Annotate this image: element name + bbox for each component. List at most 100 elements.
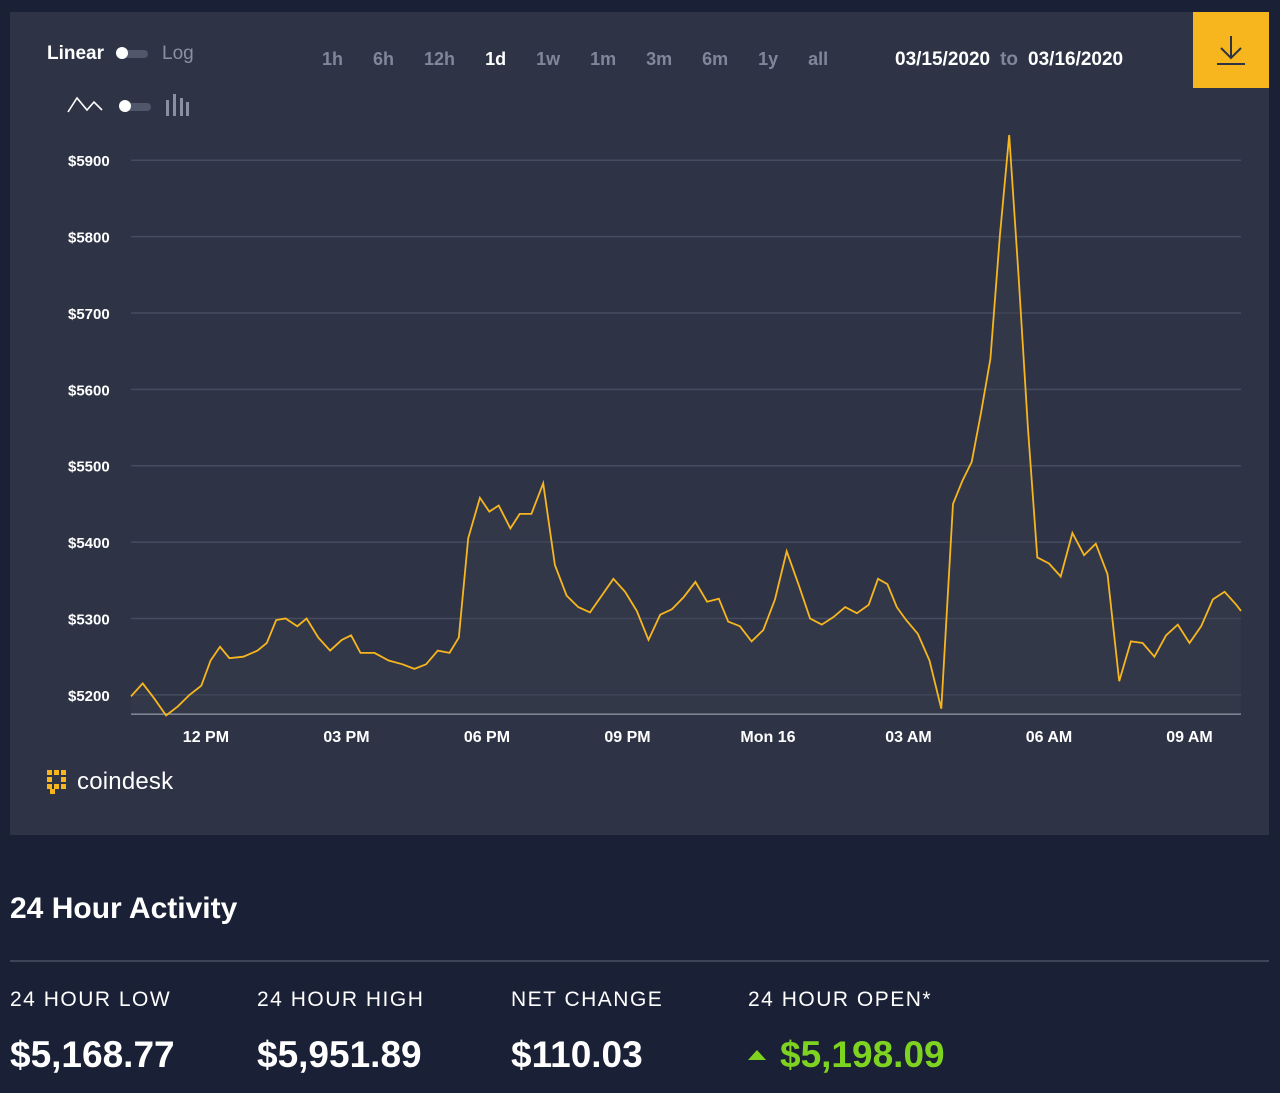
data-point xyxy=(833,616,835,618)
candlestick-icon[interactable] xyxy=(165,92,189,123)
data-point xyxy=(142,682,144,684)
data-point xyxy=(266,642,268,644)
x-tick-label: 06 AM xyxy=(1026,729,1073,746)
data-point xyxy=(425,663,427,665)
data-point xyxy=(275,619,277,621)
stat-label: 24 HOUR OPEN* xyxy=(748,988,933,1011)
data-point xyxy=(856,612,858,614)
scale-toggle[interactable] xyxy=(116,47,149,59)
range-6m[interactable]: 6m xyxy=(702,49,729,69)
download-button[interactable] xyxy=(1193,12,1269,88)
data-point xyxy=(360,652,362,654)
x-tick-label: 03 AM xyxy=(885,729,932,746)
range-all[interactable]: all xyxy=(808,49,829,69)
line-chart-icon[interactable] xyxy=(67,94,103,121)
y-tick-label: $5200 xyxy=(68,688,110,705)
data-point xyxy=(402,663,404,665)
data-point xyxy=(1027,427,1029,429)
data-point xyxy=(1189,642,1191,644)
stat-24h-low: 24 HOUR LOW $5,168.77 xyxy=(10,988,175,1076)
date-range: 03/15/2020 to 03/16/2020 xyxy=(895,49,1123,71)
data-point xyxy=(952,503,954,505)
download-icon xyxy=(1217,36,1245,65)
data-point xyxy=(153,698,155,700)
range-1d[interactable]: 1d xyxy=(485,49,507,69)
data-point xyxy=(786,550,788,552)
data-point xyxy=(1212,598,1214,600)
y-tick-label: $5900 xyxy=(68,153,110,170)
data-point xyxy=(200,685,202,687)
x-tick-label: 12 PM xyxy=(183,729,229,746)
price-chart[interactable]: $5200 $5300 $5400 $5500 $5600 $5700 $5800 $5900… xyxy=(10,12,1269,835)
data-point xyxy=(683,596,685,598)
data-point xyxy=(306,618,308,620)
y-tick-label: $5500 xyxy=(68,459,110,476)
chart-type-toggle[interactable] xyxy=(119,100,151,112)
data-point xyxy=(727,621,729,623)
data-point xyxy=(809,618,811,620)
date-from[interactable]: 03/15/2020 xyxy=(895,49,991,70)
range-3m[interactable]: 3m xyxy=(646,49,673,69)
y-tick-label: $5800 xyxy=(68,230,110,247)
stat-label: 24 HOUR LOW xyxy=(10,988,172,1011)
data-point xyxy=(659,614,661,616)
data-point xyxy=(940,708,942,710)
data-point xyxy=(498,505,500,507)
data-point xyxy=(762,629,764,631)
stat-label: NET CHANGE xyxy=(511,988,664,1011)
data-point xyxy=(1235,604,1237,606)
x-tick-label: 09 PM xyxy=(604,729,650,746)
data-point xyxy=(797,583,799,585)
chart-type-switch xyxy=(67,92,189,123)
data-point xyxy=(1071,532,1073,534)
range-12h[interactable]: 12h xyxy=(424,49,456,69)
range-6h[interactable]: 6h xyxy=(373,49,395,69)
coindesk-logo-text: coindesk xyxy=(77,768,174,795)
data-point xyxy=(971,461,973,463)
scale-switch: Linear Log xyxy=(47,42,194,66)
x-tick-label: 03 PM xyxy=(323,729,369,746)
data-point xyxy=(296,625,298,627)
data-point xyxy=(257,650,259,652)
data-point xyxy=(1177,624,1179,626)
range-1w[interactable]: 1w xyxy=(536,49,561,69)
stat-24h-high: 24 HOUR HIGH $5,951.89 xyxy=(257,988,424,1076)
stat-label: 24 HOUR HIGH xyxy=(257,988,425,1011)
range-1m[interactable]: 1m xyxy=(590,49,617,69)
data-point xyxy=(1200,625,1202,627)
data-point xyxy=(1118,680,1120,682)
data-point xyxy=(877,578,879,580)
time-range-selector: 1h 6h 12h 1d 1w 1m 3m 6m 1y all xyxy=(322,49,850,70)
range-1y[interactable]: 1y xyxy=(758,49,779,69)
stat-value: $5,198.09 xyxy=(780,1034,945,1075)
data-point xyxy=(589,611,591,613)
scale-log-label[interactable]: Log xyxy=(162,43,194,64)
data-point xyxy=(566,595,568,597)
chart-panel: $5200 $5300 $5400 $5500 $5600 $5700 $5800 $5900… xyxy=(10,12,1269,835)
data-point xyxy=(488,511,490,513)
data-point xyxy=(1095,543,1097,545)
data-point xyxy=(612,578,614,580)
coindesk-logo: coindesk xyxy=(47,768,173,796)
data-point xyxy=(601,595,603,597)
data-point xyxy=(1240,610,1242,612)
y-tick-label: $5300 xyxy=(68,612,110,629)
data-point xyxy=(242,656,244,658)
data-point xyxy=(989,358,991,360)
data-point xyxy=(821,624,823,626)
data-point xyxy=(1036,556,1038,558)
scale-linear-label[interactable]: Linear xyxy=(47,43,105,64)
y-tick-label: $5700 xyxy=(68,306,110,323)
date-to[interactable]: 03/16/2020 xyxy=(1028,49,1124,70)
data-point xyxy=(1153,656,1155,658)
data-point xyxy=(929,660,931,662)
data-point xyxy=(189,694,191,696)
data-point xyxy=(844,606,846,608)
data-point xyxy=(228,657,230,659)
data-point xyxy=(210,660,212,662)
range-1h[interactable]: 1h xyxy=(322,49,344,69)
data-point xyxy=(739,625,741,627)
stat-value-wrap: $5,198.09 xyxy=(748,1034,945,1076)
stat-24h-open: 24 HOUR OPEN* $5,198.09 xyxy=(748,988,945,1076)
data-point xyxy=(130,695,132,697)
